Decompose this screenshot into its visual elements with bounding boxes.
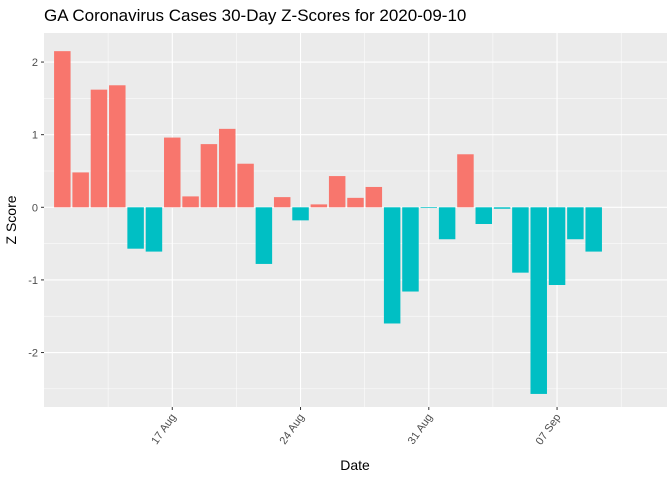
bar — [182, 196, 199, 208]
bar — [273, 197, 291, 208]
bar — [164, 137, 181, 208]
grid-minor — [44, 33, 667, 407]
bar — [292, 207, 309, 221]
y-tick-label: -2 — [28, 348, 38, 360]
y-tick-label: 2 — [32, 57, 38, 69]
bars — [54, 51, 602, 394]
bar — [72, 172, 89, 208]
y-axis: -2 -1 0 1 2 — [28, 57, 44, 360]
x-tick-label: 31 Aug — [406, 412, 435, 447]
chart-title: GA Coronavirus Cases 30-Day Z-Scores for… — [44, 6, 467, 25]
bar — [512, 207, 529, 273]
bar — [328, 176, 346, 208]
bar — [54, 51, 71, 208]
bar — [365, 186, 383, 208]
x-axis: 17 Aug 24 Aug 31 Aug 07 Sep — [149, 407, 564, 447]
bar — [383, 207, 401, 324]
y-tick-label: 0 — [32, 202, 38, 214]
x-tick-label: 17 Aug — [149, 412, 178, 447]
bar — [493, 207, 511, 209]
y-tick-label: -1 — [28, 275, 38, 287]
bar — [420, 207, 438, 209]
bar — [567, 207, 584, 240]
bar — [585, 207, 602, 252]
bar — [438, 207, 456, 240]
bar — [548, 207, 566, 285]
bar — [109, 85, 126, 208]
bar — [457, 154, 474, 208]
y-axis-title: Z Score — [3, 195, 19, 244]
y-tick-label: 1 — [32, 130, 38, 142]
bar — [200, 144, 218, 208]
x-tick-label: 07 Sep — [534, 412, 564, 447]
bar — [347, 197, 364, 208]
bar — [237, 163, 254, 208]
bar — [255, 207, 273, 264]
bar — [145, 207, 163, 252]
bar — [90, 89, 108, 208]
bar — [475, 207, 493, 224]
bar — [402, 207, 419, 292]
x-axis-title: Date — [340, 457, 370, 473]
bar — [530, 207, 547, 394]
bar — [127, 207, 144, 249]
x-tick-label: 24 Aug — [278, 412, 307, 447]
bar — [310, 204, 328, 208]
bar — [218, 128, 236, 208]
